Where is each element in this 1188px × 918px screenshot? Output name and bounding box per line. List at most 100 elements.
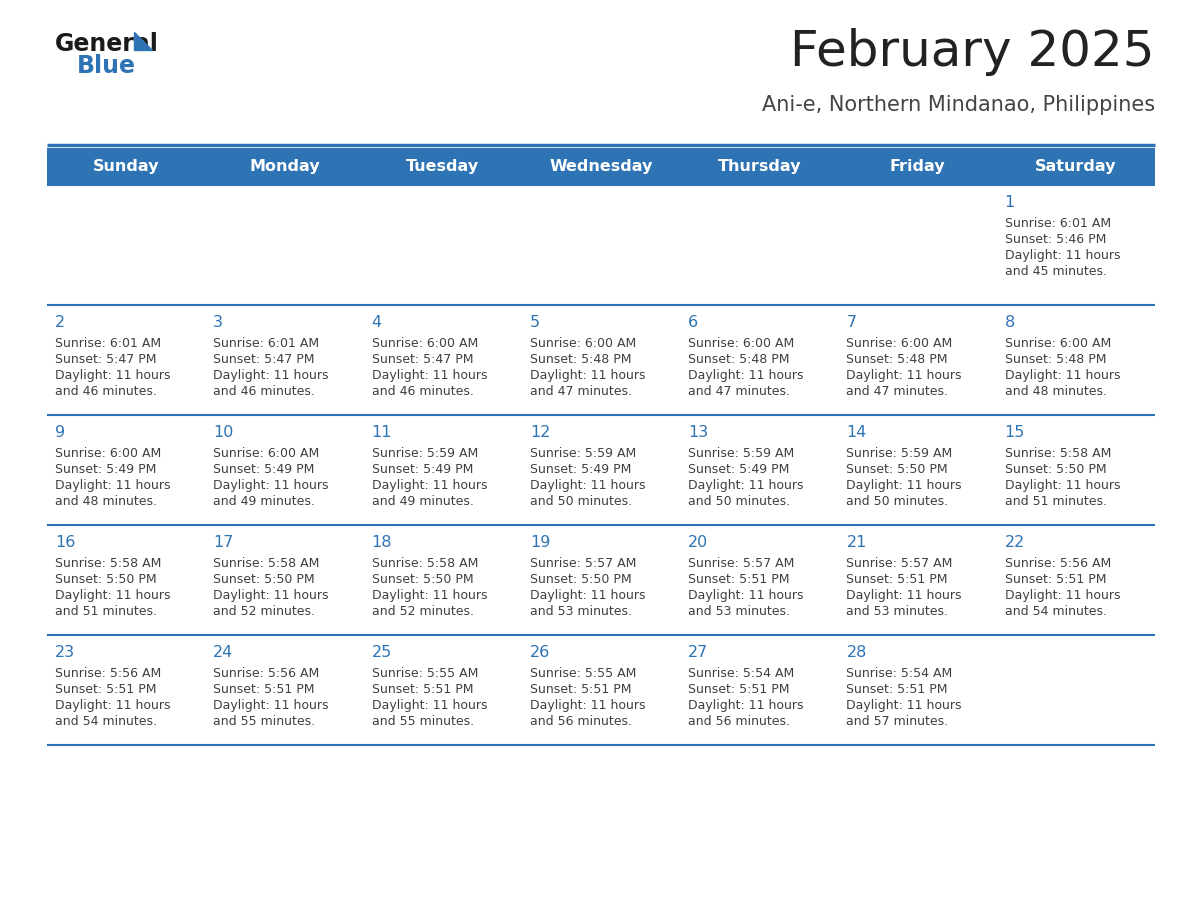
Text: Sunset: 5:49 PM: Sunset: 5:49 PM	[214, 463, 315, 476]
Text: Sunset: 5:51 PM: Sunset: 5:51 PM	[1005, 573, 1106, 586]
Text: Sunrise: 6:00 AM: Sunrise: 6:00 AM	[1005, 337, 1111, 350]
Text: Daylight: 11 hours: Daylight: 11 hours	[55, 369, 171, 382]
Text: Sunrise: 5:58 AM: Sunrise: 5:58 AM	[214, 557, 320, 570]
Text: and 56 minutes.: and 56 minutes.	[688, 715, 790, 728]
Text: and 53 minutes.: and 53 minutes.	[688, 605, 790, 618]
Text: 11: 11	[372, 425, 392, 440]
Text: Sunset: 5:48 PM: Sunset: 5:48 PM	[846, 353, 948, 366]
Text: Monday: Monday	[249, 159, 320, 174]
Text: Daylight: 11 hours: Daylight: 11 hours	[530, 369, 645, 382]
Text: Sunset: 5:51 PM: Sunset: 5:51 PM	[372, 683, 473, 696]
Text: 22: 22	[1005, 535, 1025, 550]
Text: 17: 17	[214, 535, 234, 550]
FancyBboxPatch shape	[48, 415, 1155, 525]
Text: Sunday: Sunday	[93, 159, 159, 174]
Text: Sunset: 5:51 PM: Sunset: 5:51 PM	[688, 573, 790, 586]
Text: 14: 14	[846, 425, 867, 440]
Text: and 55 minutes.: and 55 minutes.	[214, 715, 315, 728]
Text: Friday: Friday	[890, 159, 946, 174]
Text: and 52 minutes.: and 52 minutes.	[372, 605, 474, 618]
Text: Sunset: 5:51 PM: Sunset: 5:51 PM	[55, 683, 157, 696]
Text: 19: 19	[530, 535, 550, 550]
Text: Sunrise: 5:56 AM: Sunrise: 5:56 AM	[55, 667, 162, 680]
Text: and 50 minutes.: and 50 minutes.	[530, 495, 632, 508]
Text: 7: 7	[846, 315, 857, 330]
Text: and 54 minutes.: and 54 minutes.	[1005, 605, 1107, 618]
Text: General: General	[55, 32, 159, 56]
Text: 8: 8	[1005, 315, 1015, 330]
Text: Daylight: 11 hours: Daylight: 11 hours	[372, 369, 487, 382]
Text: 26: 26	[530, 645, 550, 660]
Text: Sunset: 5:51 PM: Sunset: 5:51 PM	[846, 573, 948, 586]
Text: Blue: Blue	[77, 54, 135, 78]
Text: Sunset: 5:48 PM: Sunset: 5:48 PM	[688, 353, 790, 366]
Text: 21: 21	[846, 535, 867, 550]
Text: Daylight: 11 hours: Daylight: 11 hours	[55, 699, 171, 712]
Text: Sunrise: 6:00 AM: Sunrise: 6:00 AM	[214, 447, 320, 460]
Text: Sunrise: 5:54 AM: Sunrise: 5:54 AM	[688, 667, 795, 680]
Text: Tuesday: Tuesday	[406, 159, 479, 174]
Text: Sunrise: 5:57 AM: Sunrise: 5:57 AM	[688, 557, 795, 570]
Text: and 46 minutes.: and 46 minutes.	[372, 385, 474, 398]
Text: Wednesday: Wednesday	[549, 159, 652, 174]
Text: 23: 23	[55, 645, 75, 660]
Text: and 49 minutes.: and 49 minutes.	[214, 495, 315, 508]
Text: Sunset: 5:49 PM: Sunset: 5:49 PM	[530, 463, 631, 476]
Text: 13: 13	[688, 425, 708, 440]
Text: Sunrise: 5:58 AM: Sunrise: 5:58 AM	[55, 557, 162, 570]
Text: Sunset: 5:51 PM: Sunset: 5:51 PM	[214, 683, 315, 696]
Text: Sunrise: 5:56 AM: Sunrise: 5:56 AM	[214, 667, 320, 680]
Text: and 49 minutes.: and 49 minutes.	[372, 495, 474, 508]
Text: 27: 27	[688, 645, 708, 660]
Text: Sunrise: 5:54 AM: Sunrise: 5:54 AM	[846, 667, 953, 680]
Text: 16: 16	[55, 535, 75, 550]
Text: Daylight: 11 hours: Daylight: 11 hours	[214, 369, 329, 382]
Text: 3: 3	[214, 315, 223, 330]
Text: and 56 minutes.: and 56 minutes.	[530, 715, 632, 728]
Text: Sunrise: 5:59 AM: Sunrise: 5:59 AM	[372, 447, 478, 460]
Text: Sunset: 5:47 PM: Sunset: 5:47 PM	[214, 353, 315, 366]
Text: Sunrise: 5:57 AM: Sunrise: 5:57 AM	[846, 557, 953, 570]
FancyBboxPatch shape	[48, 305, 1155, 415]
Text: and 51 minutes.: and 51 minutes.	[1005, 495, 1107, 508]
Text: Daylight: 11 hours: Daylight: 11 hours	[530, 589, 645, 602]
Text: and 48 minutes.: and 48 minutes.	[55, 495, 157, 508]
Text: Sunset: 5:48 PM: Sunset: 5:48 PM	[530, 353, 631, 366]
Text: Sunset: 5:51 PM: Sunset: 5:51 PM	[846, 683, 948, 696]
Text: Sunset: 5:50 PM: Sunset: 5:50 PM	[1005, 463, 1106, 476]
Text: 9: 9	[55, 425, 65, 440]
Text: 12: 12	[530, 425, 550, 440]
Text: Daylight: 11 hours: Daylight: 11 hours	[1005, 589, 1120, 602]
Text: Sunrise: 5:55 AM: Sunrise: 5:55 AM	[372, 667, 478, 680]
Text: Daylight: 11 hours: Daylight: 11 hours	[846, 369, 962, 382]
Text: 24: 24	[214, 645, 234, 660]
Text: Sunset: 5:47 PM: Sunset: 5:47 PM	[372, 353, 473, 366]
Text: and 45 minutes.: and 45 minutes.	[1005, 265, 1107, 278]
Text: and 50 minutes.: and 50 minutes.	[846, 495, 948, 508]
Text: Sunset: 5:51 PM: Sunset: 5:51 PM	[688, 683, 790, 696]
Text: and 54 minutes.: and 54 minutes.	[55, 715, 157, 728]
Text: Daylight: 11 hours: Daylight: 11 hours	[688, 589, 803, 602]
Text: Daylight: 11 hours: Daylight: 11 hours	[372, 589, 487, 602]
Text: Sunrise: 5:58 AM: Sunrise: 5:58 AM	[372, 557, 478, 570]
FancyBboxPatch shape	[48, 635, 1155, 745]
Text: Daylight: 11 hours: Daylight: 11 hours	[214, 479, 329, 492]
Text: 18: 18	[372, 535, 392, 550]
Text: Daylight: 11 hours: Daylight: 11 hours	[688, 479, 803, 492]
Text: 25: 25	[372, 645, 392, 660]
Text: and 47 minutes.: and 47 minutes.	[688, 385, 790, 398]
Text: 1: 1	[1005, 195, 1015, 210]
Text: Sunrise: 5:56 AM: Sunrise: 5:56 AM	[1005, 557, 1111, 570]
Text: and 46 minutes.: and 46 minutes.	[214, 385, 315, 398]
Text: and 47 minutes.: and 47 minutes.	[530, 385, 632, 398]
Text: Daylight: 11 hours: Daylight: 11 hours	[688, 369, 803, 382]
Text: and 53 minutes.: and 53 minutes.	[530, 605, 632, 618]
Text: 15: 15	[1005, 425, 1025, 440]
Text: and 57 minutes.: and 57 minutes.	[846, 715, 948, 728]
Text: and 51 minutes.: and 51 minutes.	[55, 605, 157, 618]
Text: and 52 minutes.: and 52 minutes.	[214, 605, 315, 618]
Text: Daylight: 11 hours: Daylight: 11 hours	[214, 699, 329, 712]
Text: and 47 minutes.: and 47 minutes.	[846, 385, 948, 398]
Text: Sunrise: 5:59 AM: Sunrise: 5:59 AM	[846, 447, 953, 460]
Text: Daylight: 11 hours: Daylight: 11 hours	[214, 589, 329, 602]
